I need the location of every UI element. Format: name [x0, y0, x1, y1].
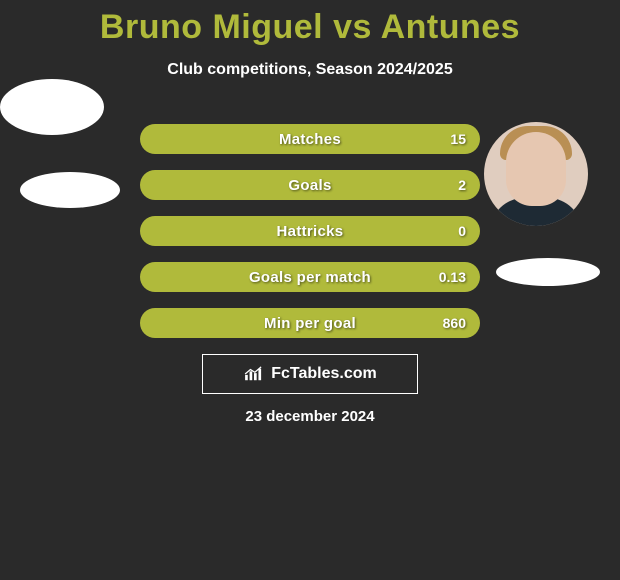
stat-bar-value-right: 0.13: [439, 269, 466, 285]
stat-bar-label: Matches: [279, 131, 341, 148]
stat-bar-value-right: 2: [458, 177, 466, 193]
stat-bar-label: Goals: [288, 177, 331, 194]
chart-icon: [243, 366, 265, 382]
player-right-avatar: [484, 122, 588, 226]
stat-bars: Matches 15 Goals 2 Hattricks 0 Goals per match…: [140, 124, 480, 354]
stat-bar-label: Goals per match: [249, 269, 371, 286]
stat-bar: Goals 2: [140, 170, 480, 200]
page-title: Bruno Miguel vs Antunes: [0, 0, 620, 47]
stat-bar: Goals per match 0.13: [140, 262, 480, 292]
player-left-oval-2: [20, 172, 120, 208]
stat-bar-label: Min per goal: [264, 315, 356, 332]
logo-box: FcTables.com: [202, 354, 418, 394]
stat-bar: Matches 15: [140, 124, 480, 154]
stat-bar-value-right: 15: [450, 131, 466, 147]
stat-bar-value-right: 860: [443, 315, 466, 331]
subtitle: Club competitions, Season 2024/2025: [0, 61, 620, 79]
date-label: 23 december 2024: [0, 408, 620, 425]
stat-bar: Hattricks 0: [140, 216, 480, 246]
stat-bar-label: Hattricks: [277, 223, 344, 240]
stat-bar-value-right: 0: [458, 223, 466, 239]
logo-text: FcTables.com: [271, 365, 377, 383]
player-left-oval-1: [0, 79, 104, 135]
stat-bar: Min per goal 860: [140, 308, 480, 338]
player-right-oval: [496, 258, 600, 286]
